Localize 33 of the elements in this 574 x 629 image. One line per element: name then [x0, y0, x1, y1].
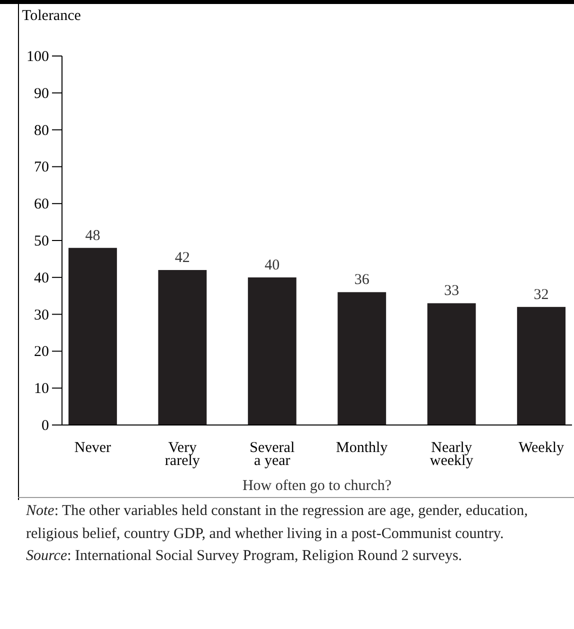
bar — [427, 303, 476, 425]
bar — [68, 248, 117, 425]
y-tick-label: 10 — [34, 381, 49, 398]
y-tick-label: 90 — [34, 86, 49, 102]
y-tick-label: 60 — [34, 196, 49, 213]
y-tick-label: 100 — [26, 49, 49, 65]
bar — [248, 277, 296, 425]
x-tick-label: Very rarely — [164, 440, 200, 469]
x-tick-label: Never — [74, 440, 112, 456]
data-label: 40 — [264, 257, 280, 274]
x-tick-label: Several a year — [250, 440, 295, 469]
data-label: 48 — [85, 228, 100, 244]
x-tick-label: Weekly — [518, 440, 565, 456]
y-tick-label: 20 — [34, 344, 49, 360]
source-note: Source: International Social Survey Program, Religion Round 2 surveys. — [26, 547, 464, 566]
x-tick-label: Monthly — [336, 440, 388, 456]
data-label: 33 — [444, 283, 460, 300]
data-label: 32 — [534, 286, 549, 303]
y-tick-label: 50 — [34, 234, 49, 250]
y-tick-label: 30 — [34, 307, 49, 324]
bar — [338, 292, 386, 425]
text: Note: The other variables held constant in the regression are age, gender, education, religious belief, country GDP, and whether living in a post-Communist country. — [26, 502, 529, 544]
y-tick-label: 70 — [34, 160, 49, 176]
bar — [158, 270, 207, 425]
data-label: 42 — [174, 250, 190, 266]
y-tick-label: 0 — [42, 418, 49, 434]
y-tick-label: 80 — [34, 122, 49, 139]
bar — [517, 306, 566, 425]
y-tick-label: 40 — [34, 270, 49, 286]
data-label: 36 — [354, 272, 370, 288]
x-tick-label: Nearly weekly — [430, 440, 474, 469]
x-axis-title: How often go to church? — [242, 478, 392, 494]
y-axis-title: Tolerance — [22, 8, 82, 24]
